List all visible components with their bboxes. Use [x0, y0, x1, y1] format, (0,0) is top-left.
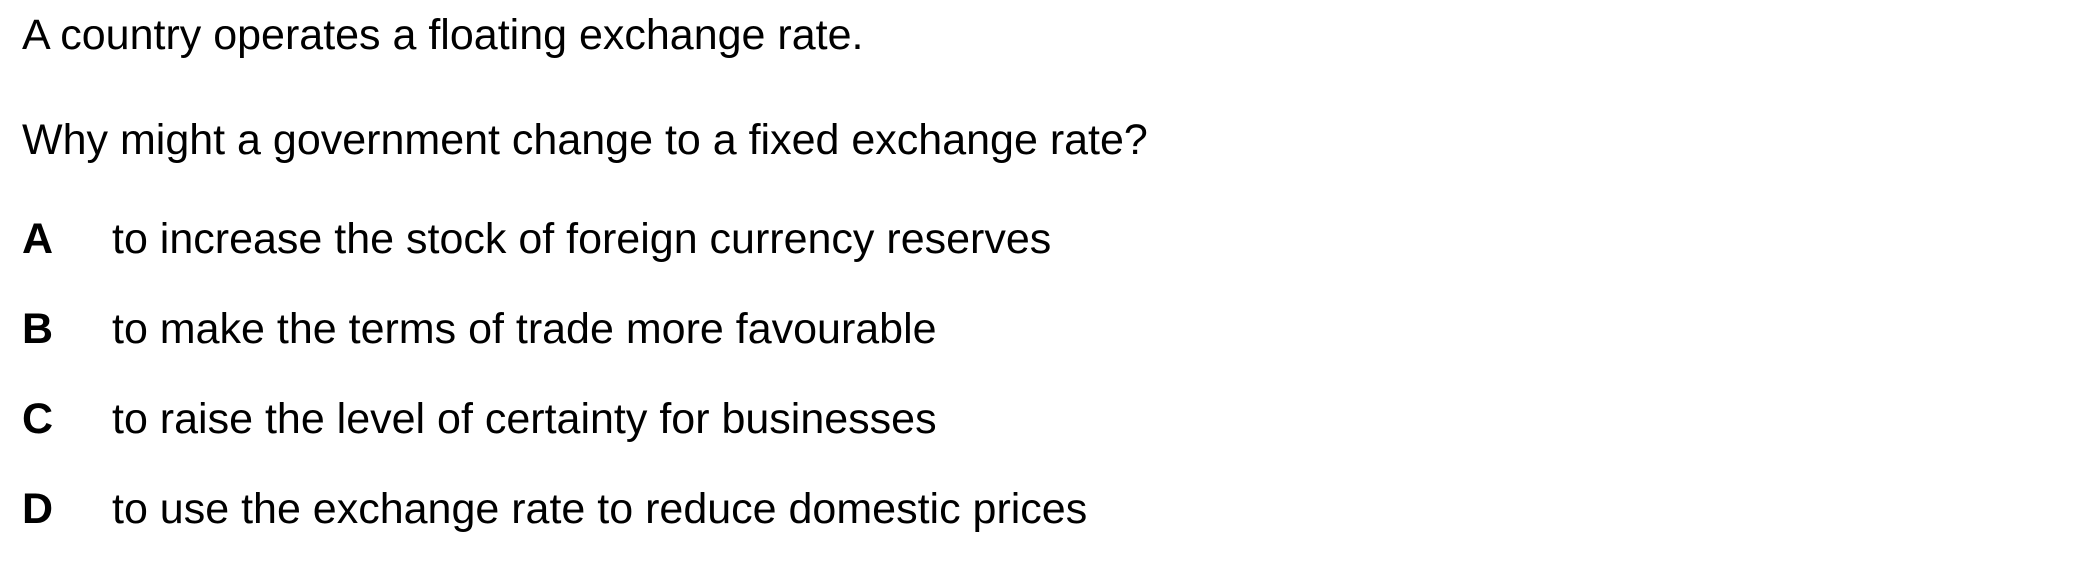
option-letter: D: [22, 485, 54, 533]
option-letter: A: [22, 215, 54, 263]
answer-option-a[interactable]: A to increase the stock of foreign curre…: [22, 218, 1051, 268]
option-text: to use the exchange rate to reduce domes…: [112, 485, 1088, 533]
answer-option-d[interactable]: D to use the exchange rate to reduce dom…: [22, 488, 1087, 538]
option-text: to increase the stock of foreign currenc…: [112, 215, 1052, 263]
option-text: to make the terms of trade more favourab…: [112, 305, 937, 353]
option-letter: C: [22, 395, 54, 443]
option-letter: B: [22, 305, 54, 353]
option-text: to raise the level of certainty for busi…: [112, 395, 937, 443]
question-stem-prompt: Why might a government change to a fixed…: [22, 116, 1148, 164]
question-stem-context: A country operates a floating exchange r…: [22, 11, 864, 59]
answer-option-b[interactable]: B to make the terms of trade more favour…: [22, 308, 937, 358]
answer-option-c[interactable]: C to raise the level of certainty for bu…: [22, 398, 937, 448]
